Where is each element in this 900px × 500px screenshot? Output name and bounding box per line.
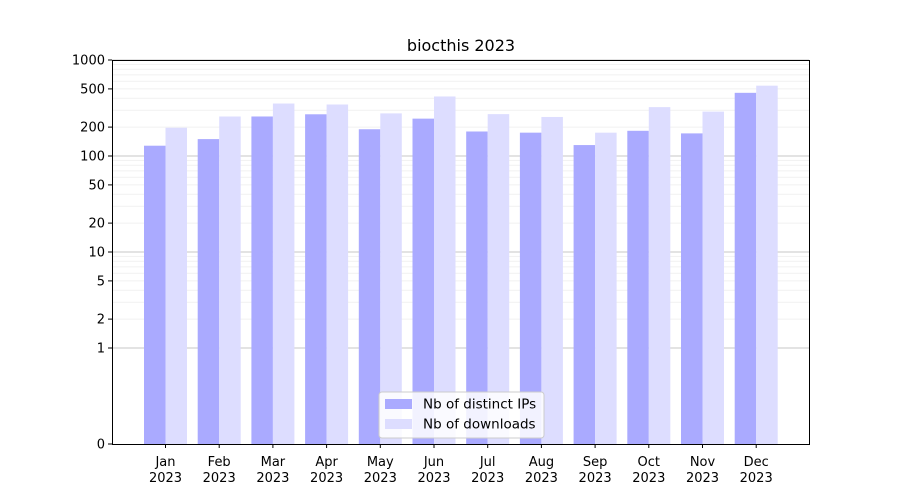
- x-tick-label-year: 2023: [525, 471, 558, 486]
- bar-downloads: [165, 127, 187, 445]
- bar-downloads: [487, 114, 510, 444]
- x-tick-label-month: Nov: [690, 455, 716, 470]
- bar-distinct-ips: [681, 133, 703, 444]
- y-tick-label: 20: [88, 217, 105, 232]
- legend-swatch: [385, 419, 412, 429]
- bar-downloads: [648, 107, 671, 445]
- bar-downloads: [702, 111, 724, 444]
- x-tick-label-year: 2023: [632, 471, 665, 486]
- bar-downloads: [380, 113, 402, 444]
- y-tick-label: 5: [97, 274, 105, 289]
- x-tick-label-year: 2023: [417, 471, 450, 486]
- x-tick-label-month: Feb: [208, 455, 231, 470]
- bar-distinct-ips: [305, 114, 327, 445]
- x-tick-label-month: Jun: [423, 455, 444, 470]
- bar-downloads: [219, 116, 241, 445]
- y-tick-label: 1000: [72, 54, 105, 69]
- bar-distinct-ips: [734, 92, 757, 444]
- bar-distinct-ips: [519, 132, 542, 445]
- y-tick-label: 2: [97, 313, 105, 328]
- x-tick-label-year: 2023: [149, 471, 182, 486]
- y-tick-label: 1: [97, 342, 105, 357]
- x-tick-label-month: Apr: [315, 455, 338, 470]
- y-tick-label: 200: [80, 121, 105, 136]
- x-tick-label-month: Aug: [529, 455, 554, 470]
- x-tick-label-year: 2023: [364, 471, 397, 486]
- bar-downloads: [756, 85, 778, 445]
- bar-distinct-ips: [197, 139, 220, 444]
- x-tick-label-month: Dec: [744, 455, 769, 470]
- bar-downloads: [272, 103, 295, 444]
- x-tick-label-month: Oct: [638, 455, 660, 470]
- legend-swatch: [385, 399, 412, 409]
- bar-distinct-ips: [358, 129, 381, 444]
- x-tick-label-year: 2023: [256, 471, 289, 486]
- x-tick-label-year: 2023: [579, 471, 612, 486]
- x-tick-label-year: 2023: [471, 471, 504, 486]
- legend: Nb of distinct IPs Nb of downloads: [378, 391, 545, 439]
- x-tick-label-year: 2023: [310, 471, 343, 486]
- x-tick-label-year: 2023: [203, 471, 236, 486]
- y-tick-label: 500: [80, 82, 105, 97]
- bar-distinct-ips: [573, 145, 596, 444]
- y-tick-label: 100: [80, 150, 105, 165]
- bar-downloads: [541, 116, 563, 445]
- bar-distinct-ips: [412, 118, 434, 445]
- plot-frame: [112, 60, 810, 445]
- legend-label: Nb of downloads: [423, 417, 536, 433]
- bars: [144, 85, 778, 445]
- bar-downloads: [326, 104, 349, 444]
- x-tick-label-month: Jan: [154, 455, 175, 470]
- x-tick-label-month: May: [367, 455, 394, 470]
- bar-distinct-ips: [251, 116, 273, 445]
- y-axis: 0 1 2 5 10 20 50 100 200 500 1000: [72, 54, 112, 453]
- bar-distinct-ips: [466, 131, 488, 444]
- x-tick-label-month: Sep: [583, 455, 608, 470]
- x-tick-label-month: Jul: [479, 455, 496, 470]
- legend-label: Nb of distinct IPs: [423, 397, 536, 413]
- bar-distinct-ips: [144, 145, 166, 445]
- bar-distinct-ips: [627, 130, 649, 445]
- bar-downloads: [434, 96, 456, 444]
- legend-box: [378, 391, 545, 439]
- x-tick-label-year: 2023: [686, 471, 719, 486]
- x-tick-label-month: Mar: [261, 455, 286, 470]
- x-axis: Jan2023Feb2023Mar2023Apr2023May2023Jun20…: [149, 444, 773, 486]
- x-tick-label-year: 2023: [740, 471, 773, 486]
- y-tick-label: 50: [88, 178, 105, 193]
- bar-downloads: [595, 132, 617, 445]
- chart-title: biocthis 2023: [407, 36, 515, 55]
- y-tick-label: 10: [88, 246, 105, 261]
- y-tick-label: 0: [97, 438, 105, 453]
